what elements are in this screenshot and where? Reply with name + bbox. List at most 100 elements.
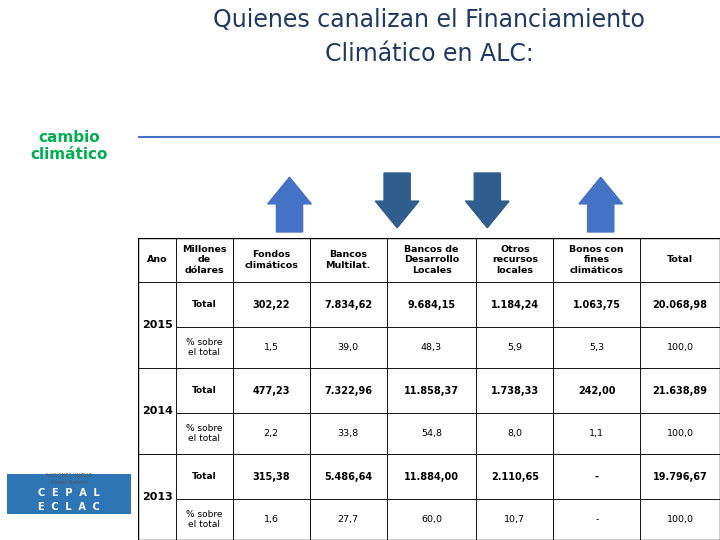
Text: 21.638,89: 21.638,89 [652,386,708,396]
Text: % sobre
el total: % sobre el total [186,424,222,443]
Bar [554,327,640,368]
Bar [310,499,387,540]
Bar [640,499,720,540]
Text: Total: Total [192,472,217,481]
Text: 2,2: 2,2 [264,429,279,438]
Text: 242,00: 242,00 [578,386,616,396]
Text: 1.063,75: 1.063,75 [573,300,621,310]
Text: 5,9: 5,9 [508,343,522,352]
Bar [138,238,176,282]
Text: 33,8: 33,8 [338,429,359,438]
Text: 8,0: 8,0 [508,429,522,438]
Bar [7,474,131,514]
Bar [233,499,310,540]
Bar [387,499,477,540]
Text: Millones
de
dólares: Millones de dólares [182,245,227,274]
Text: 27,7: 27,7 [338,515,359,524]
Text: Total: Total [667,255,693,265]
Text: Quienes canalizan el Financiamiento
Climático en ALC:: Quienes canalizan el Financiamiento Clim… [213,8,645,65]
Bar [233,327,310,368]
Text: Políticas
públicas: Políticas públicas [33,30,105,63]
Bar [387,238,477,282]
Bar [176,454,233,499]
Text: Ano: Ano [147,255,168,265]
Bar [554,238,640,282]
Text: 1.184,24: 1.184,24 [491,300,539,310]
FancyArrow shape [268,177,311,232]
Bar [176,499,233,540]
Bar [310,282,387,327]
Text: 2.110,65: 2.110,65 [491,471,539,482]
Bar [640,368,720,413]
Text: C  E  P  A  L: C E P A L [38,488,100,498]
Bar [387,454,477,499]
Bar [176,327,233,368]
Bar [310,327,387,368]
Text: Bonos con
fines
climáticos: Bonos con fines climáticos [570,245,624,274]
Text: Total: Total [192,300,217,309]
Bar [387,282,477,327]
Bar [640,454,720,499]
Text: Total: Total [192,386,217,395]
Bar [176,413,233,454]
Text: Otros
recursos
locales: Otros recursos locales [492,245,538,274]
Bar [176,238,233,282]
Text: 477,23: 477,23 [253,386,290,396]
Text: Bancos de
Desarrollo
Locales: Bancos de Desarrollo Locales [404,245,459,274]
Text: -: - [595,471,599,482]
Text: 11.858,37: 11.858,37 [404,386,459,396]
Bar [310,238,387,282]
Bar [310,413,387,454]
Text: 315,38: 315,38 [252,471,290,482]
Text: 48,3: 48,3 [421,343,442,352]
Text: 10,7: 10,7 [504,515,526,524]
Text: 5.486,64: 5.486,64 [324,471,372,482]
Text: -: - [595,515,598,524]
Bar [387,368,477,413]
Text: cambio
climático: cambio climático [30,130,108,162]
Bar [387,327,477,368]
Bar [138,282,176,368]
Text: NACIONES UNIDAS
United Nations: NACIONES UNIDAS United Nations [46,474,92,485]
Bar [233,454,310,499]
Text: 2015: 2015 [142,320,173,330]
Text: 100,0: 100,0 [667,515,693,524]
Bar [477,454,554,499]
Bar [554,499,640,540]
Bar [477,368,554,413]
Text: 100,0: 100,0 [667,343,693,352]
Bar [477,327,554,368]
Bar [233,238,310,282]
Bar [640,238,720,282]
Bar [554,413,640,454]
Bar [640,413,720,454]
Text: 1,6: 1,6 [264,515,279,524]
Text: 7.834,62: 7.834,62 [324,300,372,310]
Text: % sobre
el total: % sobre el total [186,510,222,529]
Text: frente al: frente al [17,119,46,125]
Bar [554,454,640,499]
FancyArrow shape [466,173,509,228]
Text: Bancos
Multilat.: Bancos Multilat. [325,251,371,269]
Text: 2014: 2014 [142,406,173,416]
Text: 54,8: 54,8 [421,429,442,438]
Bar [310,454,387,499]
Bar [176,282,233,327]
Bar [554,282,640,327]
FancyArrow shape [375,173,419,228]
Text: 1.738,33: 1.738,33 [491,386,539,396]
Bar [640,327,720,368]
Bar [176,368,233,413]
Text: 7.322,96: 7.322,96 [324,386,372,396]
Text: 1,5: 1,5 [264,343,279,352]
Text: % sobre
el total: % sobre el total [186,338,222,357]
Text: 39,0: 39,0 [338,343,359,352]
Bar [477,413,554,454]
Bar [233,282,310,327]
Bar [233,413,310,454]
Text: 20.068,98: 20.068,98 [652,300,708,310]
Bar [477,238,554,282]
Bar [310,368,387,413]
Text: 2013: 2013 [142,492,173,502]
Text: E  C  L  A  C: E C L A C [38,502,100,512]
